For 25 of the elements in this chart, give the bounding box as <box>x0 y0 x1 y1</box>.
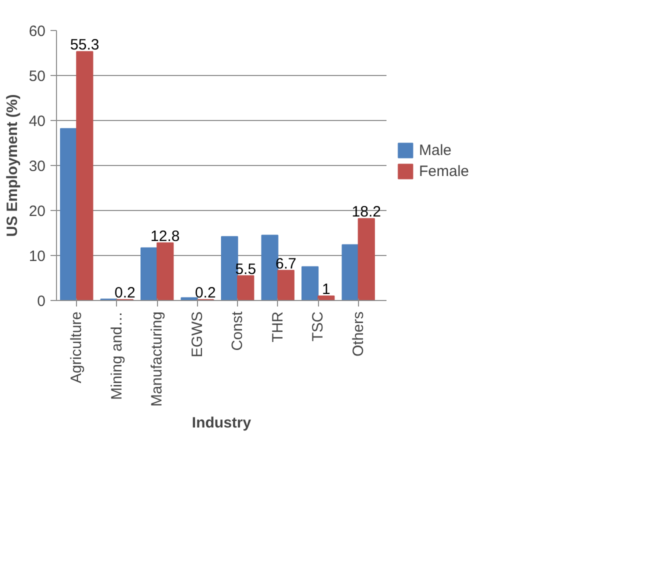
x-tick-label: THR <box>269 311 286 342</box>
data-label: 0.2 <box>114 284 136 302</box>
x-tick-label: Mining and… <box>108 311 126 400</box>
y-tick-label: 0 <box>37 293 46 310</box>
y-tick-label: 40 <box>28 113 46 130</box>
data-label: 55.3 <box>70 36 100 54</box>
data-label: 18.2 <box>352 204 381 221</box>
x-axis-title: Industry <box>192 414 252 432</box>
legend-label: Female <box>419 162 470 180</box>
y-tick-label: 30 <box>28 158 46 175</box>
y-tick-label: 20 <box>28 203 46 220</box>
y-tick-label: 60 <box>28 23 46 40</box>
x-tick-label: Const <box>229 310 246 351</box>
x-tick-label: EGWS <box>188 311 206 358</box>
x-tick-label: Agriculture <box>68 311 86 384</box>
data-label: 0.2 <box>194 284 216 302</box>
y-axis-title: US Employment (%) <box>4 94 21 237</box>
x-tick-label: Others <box>350 312 367 357</box>
legend-label: Male <box>419 142 452 158</box>
data-label: 1 <box>322 281 330 298</box>
y-tick-label: 50 <box>28 68 46 85</box>
data-label: 12.8 <box>150 228 180 245</box>
x-tick-label: TSC <box>310 311 327 342</box>
x-tick-label: Manufacturing <box>148 311 166 407</box>
y-tick-label: 10 <box>28 248 46 265</box>
